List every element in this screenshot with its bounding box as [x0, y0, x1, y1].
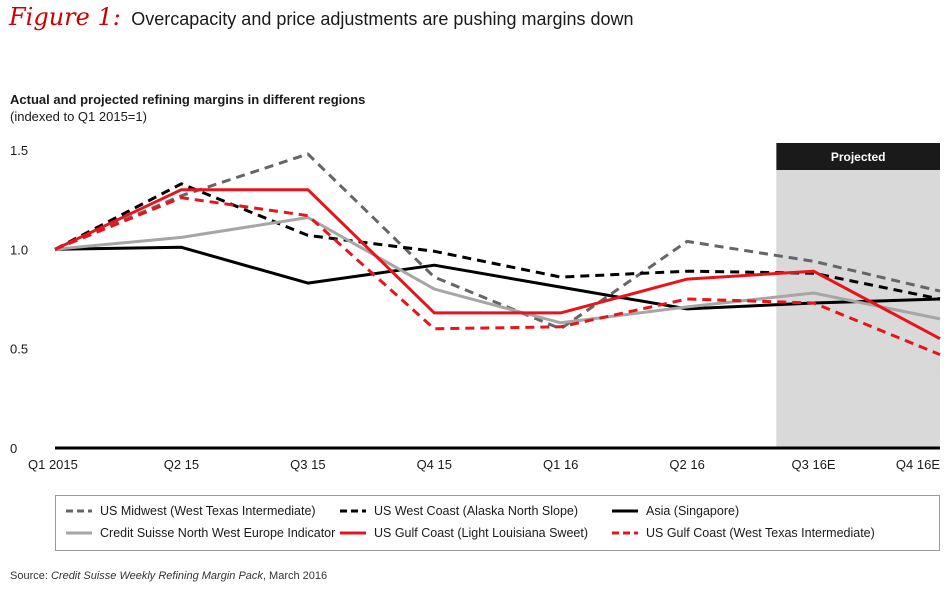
legend-swatch — [340, 509, 366, 513]
legend-label: Credit Suisse North West Europe Indicato… — [100, 526, 336, 540]
legend-item: US Gulf Coast (West Texas Intermediate) — [610, 526, 875, 540]
source-note: Source: Credit Suisse Weekly Refining Ma… — [10, 570, 327, 582]
x-tick-label: Q4 15 — [417, 457, 452, 472]
legend-swatch — [612, 531, 638, 535]
legend-label: US West Coast (Alaska North Slope) — [374, 504, 579, 518]
y-tick-label: 1.0 — [10, 242, 28, 257]
x-tick-label: Q3 15 — [290, 457, 325, 472]
legend-label: US Gulf Coast (West Texas Intermediate) — [646, 526, 875, 540]
legend-swatch — [66, 531, 92, 535]
legend: US Midwest (West Texas Intermediate) US W… — [55, 495, 940, 551]
chart-subtitle: (indexed to Q1 2015=1) — [10, 109, 147, 124]
series-line-5 — [54, 188, 941, 341]
legend-item: Credit Suisse North West Europe Indicato… — [64, 526, 335, 540]
legend-label: Asia (Singapore) — [646, 504, 740, 518]
legend-label: US Gulf Coast (Light Louisiana Sweet) — [374, 526, 588, 540]
series-line-3 — [54, 245, 941, 311]
y-tick-label: 0 — [10, 441, 17, 456]
projected-label: Projected — [831, 150, 886, 164]
projected-header — [776, 143, 940, 170]
source-prefix: Source: — [10, 570, 51, 582]
legend-swatch — [340, 531, 366, 535]
series-line-4 — [54, 216, 941, 325]
legend-item: US West Coast (Alaska North Slope) — [338, 504, 578, 518]
y-tick-label: 1.5 — [10, 143, 28, 158]
series-line-1 — [54, 152, 941, 331]
legend-item: Asia (Singapore) — [610, 504, 739, 518]
legend-label: US Midwest (West Texas Intermediate) — [100, 504, 316, 518]
figure-header: Figure 1: Overcapacity and price adjustm… — [9, 3, 634, 35]
x-tick-label: Q3 16E — [792, 457, 836, 472]
x-tick-label: Q4 16E — [896, 457, 940, 472]
x-tick-label: Q1 2015 — [28, 457, 78, 472]
y-tick-label: 0.5 — [10, 342, 28, 357]
x-tick-label: Q1 16 — [543, 457, 578, 472]
legend-item: US Midwest (West Texas Intermediate) — [64, 504, 316, 518]
legend-swatch — [612, 509, 638, 513]
series-line-6 — [54, 196, 941, 356]
source-suffix: , March 2016 — [262, 570, 328, 582]
figure-title: Overcapacity and price adjustments are p… — [131, 9, 634, 29]
source-name: Credit Suisse Weekly Refining Margin Pac… — [50, 570, 263, 582]
figure-label: Figure 1: — [9, 3, 121, 31]
line-chart: Projected 0 0.5 1.0 1.5 Q1 2015 Q2 15 Q3 15 Q4 1… — [10, 143, 941, 472]
chart-title: Actual and projected refining margins in… — [10, 92, 366, 107]
x-tick-label: Q2 15 — [164, 457, 199, 472]
legend-swatch — [66, 509, 92, 513]
projected-region — [776, 170, 940, 448]
x-tick-label: Q2 16 — [669, 457, 704, 472]
legend-item: US Gulf Coast (Light Louisiana Sweet) — [338, 526, 588, 540]
